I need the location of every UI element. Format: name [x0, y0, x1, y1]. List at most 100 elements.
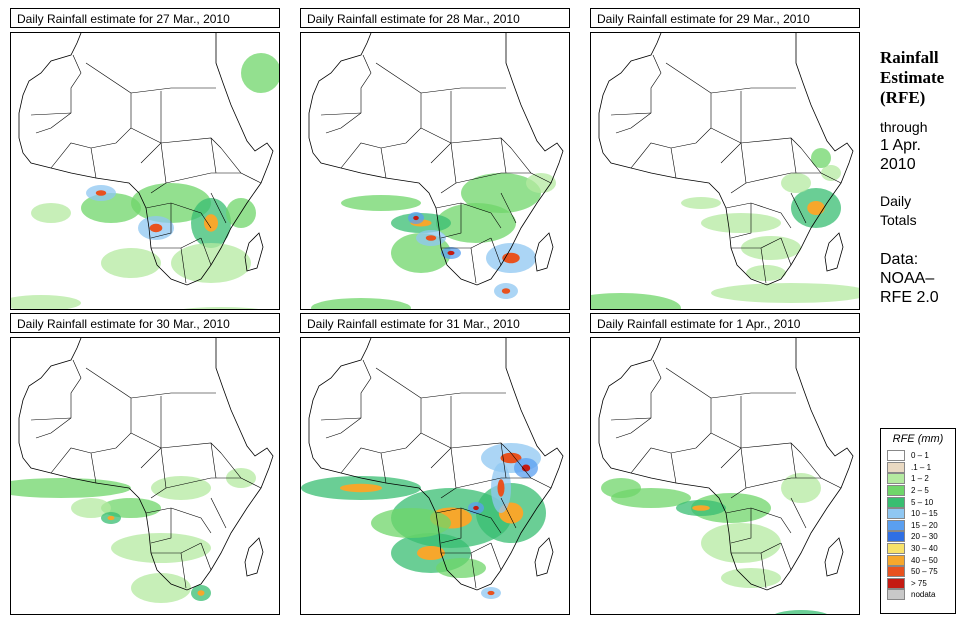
country-border: [220, 147, 262, 184]
legend-swatch: [887, 519, 905, 531]
country-border: [210, 137, 217, 174]
africa-map: [308, 33, 564, 309]
rainfall-area: [591, 293, 681, 309]
rainfall-area: [11, 295, 81, 309]
through-label: through: [880, 119, 928, 135]
madagascar-outline: [534, 232, 554, 272]
panel-title: Daily Rainfall estimate for 1 Apr., 2010: [590, 313, 860, 333]
country-border: [470, 247, 477, 284]
rainfall-area: [601, 478, 641, 498]
rainfall-area: [721, 568, 781, 588]
country-border: [165, 172, 241, 184]
rainfall-area: [71, 498, 111, 518]
country-border: [790, 497, 807, 529]
legend-label: 50 – 75: [911, 567, 938, 577]
panel-title: Daily Rainfall estimate for 30 Mar., 201…: [10, 313, 280, 333]
rainfall-core: [447, 250, 455, 256]
country-border: [455, 477, 531, 489]
legend-label: 5 – 10: [911, 497, 934, 507]
legend-swatch: [887, 473, 905, 485]
country-border: [150, 203, 172, 239]
legend-item: 0 – 1: [887, 450, 938, 462]
legend-item: > 75: [887, 577, 938, 590]
country-border: [320, 417, 362, 421]
country-border: [730, 508, 752, 544]
country-border: [325, 54, 372, 134]
rainfall-area: [183, 307, 259, 309]
legend-label: > 75: [911, 578, 927, 588]
rainfall-map-panel-30-mar: Daily Rainfall estimate for 30 Mar., 201…: [10, 313, 282, 615]
country-border: [30, 112, 72, 116]
country-border: [380, 452, 387, 484]
country-border: [760, 247, 767, 284]
country-border: [510, 147, 552, 184]
legend-label: nodata: [911, 590, 936, 600]
legend-swatch: [887, 531, 905, 543]
rainfall-core: [149, 223, 163, 233]
rainfall-map-panel-29-mar: Daily Rainfall estimate for 29 Mar., 201…: [590, 8, 862, 310]
rainfall-core: [497, 479, 505, 497]
country-border: [800, 147, 842, 184]
country-border: [325, 359, 372, 439]
country-border: [615, 359, 662, 439]
country-border: [800, 452, 842, 489]
country-border: [610, 112, 652, 116]
legend-label: 0 – 1: [911, 451, 929, 461]
rainfall-area: [811, 148, 831, 168]
rainfall-core: [807, 201, 825, 215]
country-border: [500, 442, 507, 479]
data-source-line: RFE 2.0: [880, 289, 939, 306]
country-border: [420, 87, 506, 94]
legend-label: 40 – 50: [911, 555, 938, 565]
legend-label: 15 – 20: [911, 520, 938, 530]
panel-title: Daily Rainfall estimate for 29 Mar., 201…: [590, 8, 860, 28]
legend-swatch: [887, 566, 905, 578]
legend-item: .1 – 1: [887, 461, 938, 474]
country-border: [730, 203, 752, 239]
country-border: [790, 192, 807, 224]
country-border: [50, 447, 92, 474]
rainfall-area: [821, 165, 841, 181]
country-border: [200, 237, 212, 266]
country-border: [615, 54, 662, 134]
rainfall-area: [746, 265, 786, 281]
map-area: [590, 337, 860, 615]
land-area: [599, 338, 853, 590]
daily-totals-line: Totals: [880, 212, 917, 228]
rainfall-area: [701, 523, 781, 563]
legend-label: 2 – 5: [911, 486, 929, 496]
country-border: [145, 202, 212, 229]
land-area: [599, 33, 853, 285]
legend-item: 15 – 20: [887, 519, 938, 532]
legend-swatch: [887, 589, 905, 601]
country-border: [340, 142, 382, 169]
country-border: [470, 552, 477, 589]
country-border: [630, 447, 672, 474]
country-border: [210, 192, 227, 224]
rainfall-core: [340, 483, 382, 493]
rainfall-area: [781, 173, 811, 193]
country-border: [435, 202, 502, 229]
rainfall-core: [692, 505, 710, 511]
country-border: [420, 432, 452, 449]
country-border: [500, 137, 507, 174]
country-border: [790, 442, 797, 479]
africa-map: [11, 338, 274, 603]
country-border: [500, 192, 517, 224]
country-border: [130, 432, 162, 449]
country-border: [710, 392, 796, 399]
country-border: [670, 147, 677, 179]
country-border: [510, 452, 552, 489]
country-border: [200, 542, 212, 571]
country-border: [165, 477, 241, 489]
country-border: [490, 237, 502, 266]
legend-label: 20 – 30: [911, 532, 938, 542]
rainfall-area: [241, 53, 279, 93]
rainfall-core: [521, 464, 531, 472]
end-date: 1 Apr. 2010: [880, 136, 960, 174]
country-border: [710, 432, 742, 449]
legend-swatch: [887, 461, 905, 473]
country-border: [420, 392, 506, 399]
legend-swatch: [887, 450, 905, 462]
